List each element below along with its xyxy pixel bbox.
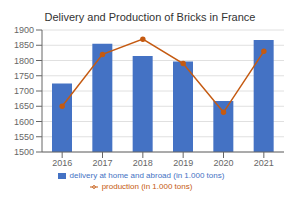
svg-text:1650: 1650 — [14, 101, 34, 111]
svg-text:1800: 1800 — [14, 56, 34, 66]
html-text:production (in 1.000 tons): production (in 1.000 tons) — [101, 182, 193, 191]
svg-text:1500: 1500 — [14, 147, 34, 157]
html-text:Delivery and Production of Bri: Delivery and Production of Bricks in Fra… — [44, 11, 256, 23]
svg-text:1600: 1600 — [14, 117, 34, 127]
svg-text:2018: 2018 — [133, 158, 153, 168]
svg-text:2021: 2021 — [254, 158, 274, 168]
svg-text:1700: 1700 — [14, 86, 34, 96]
svg-text:2016: 2016 — [52, 158, 72, 168]
svg-text:1900: 1900 — [14, 26, 34, 35]
svg-text:2017: 2017 — [92, 158, 112, 168]
svg-text:1750: 1750 — [14, 71, 34, 81]
svg-text:1550: 1550 — [14, 132, 34, 142]
svg-text:2019: 2019 — [173, 158, 193, 168]
html-text:delivery at home and abroad (i: delivery at home and abroad (in 1.000 to… — [69, 171, 225, 180]
svg-text:1850: 1850 — [14, 40, 34, 50]
svg-text:2020: 2020 — [213, 158, 233, 168]
